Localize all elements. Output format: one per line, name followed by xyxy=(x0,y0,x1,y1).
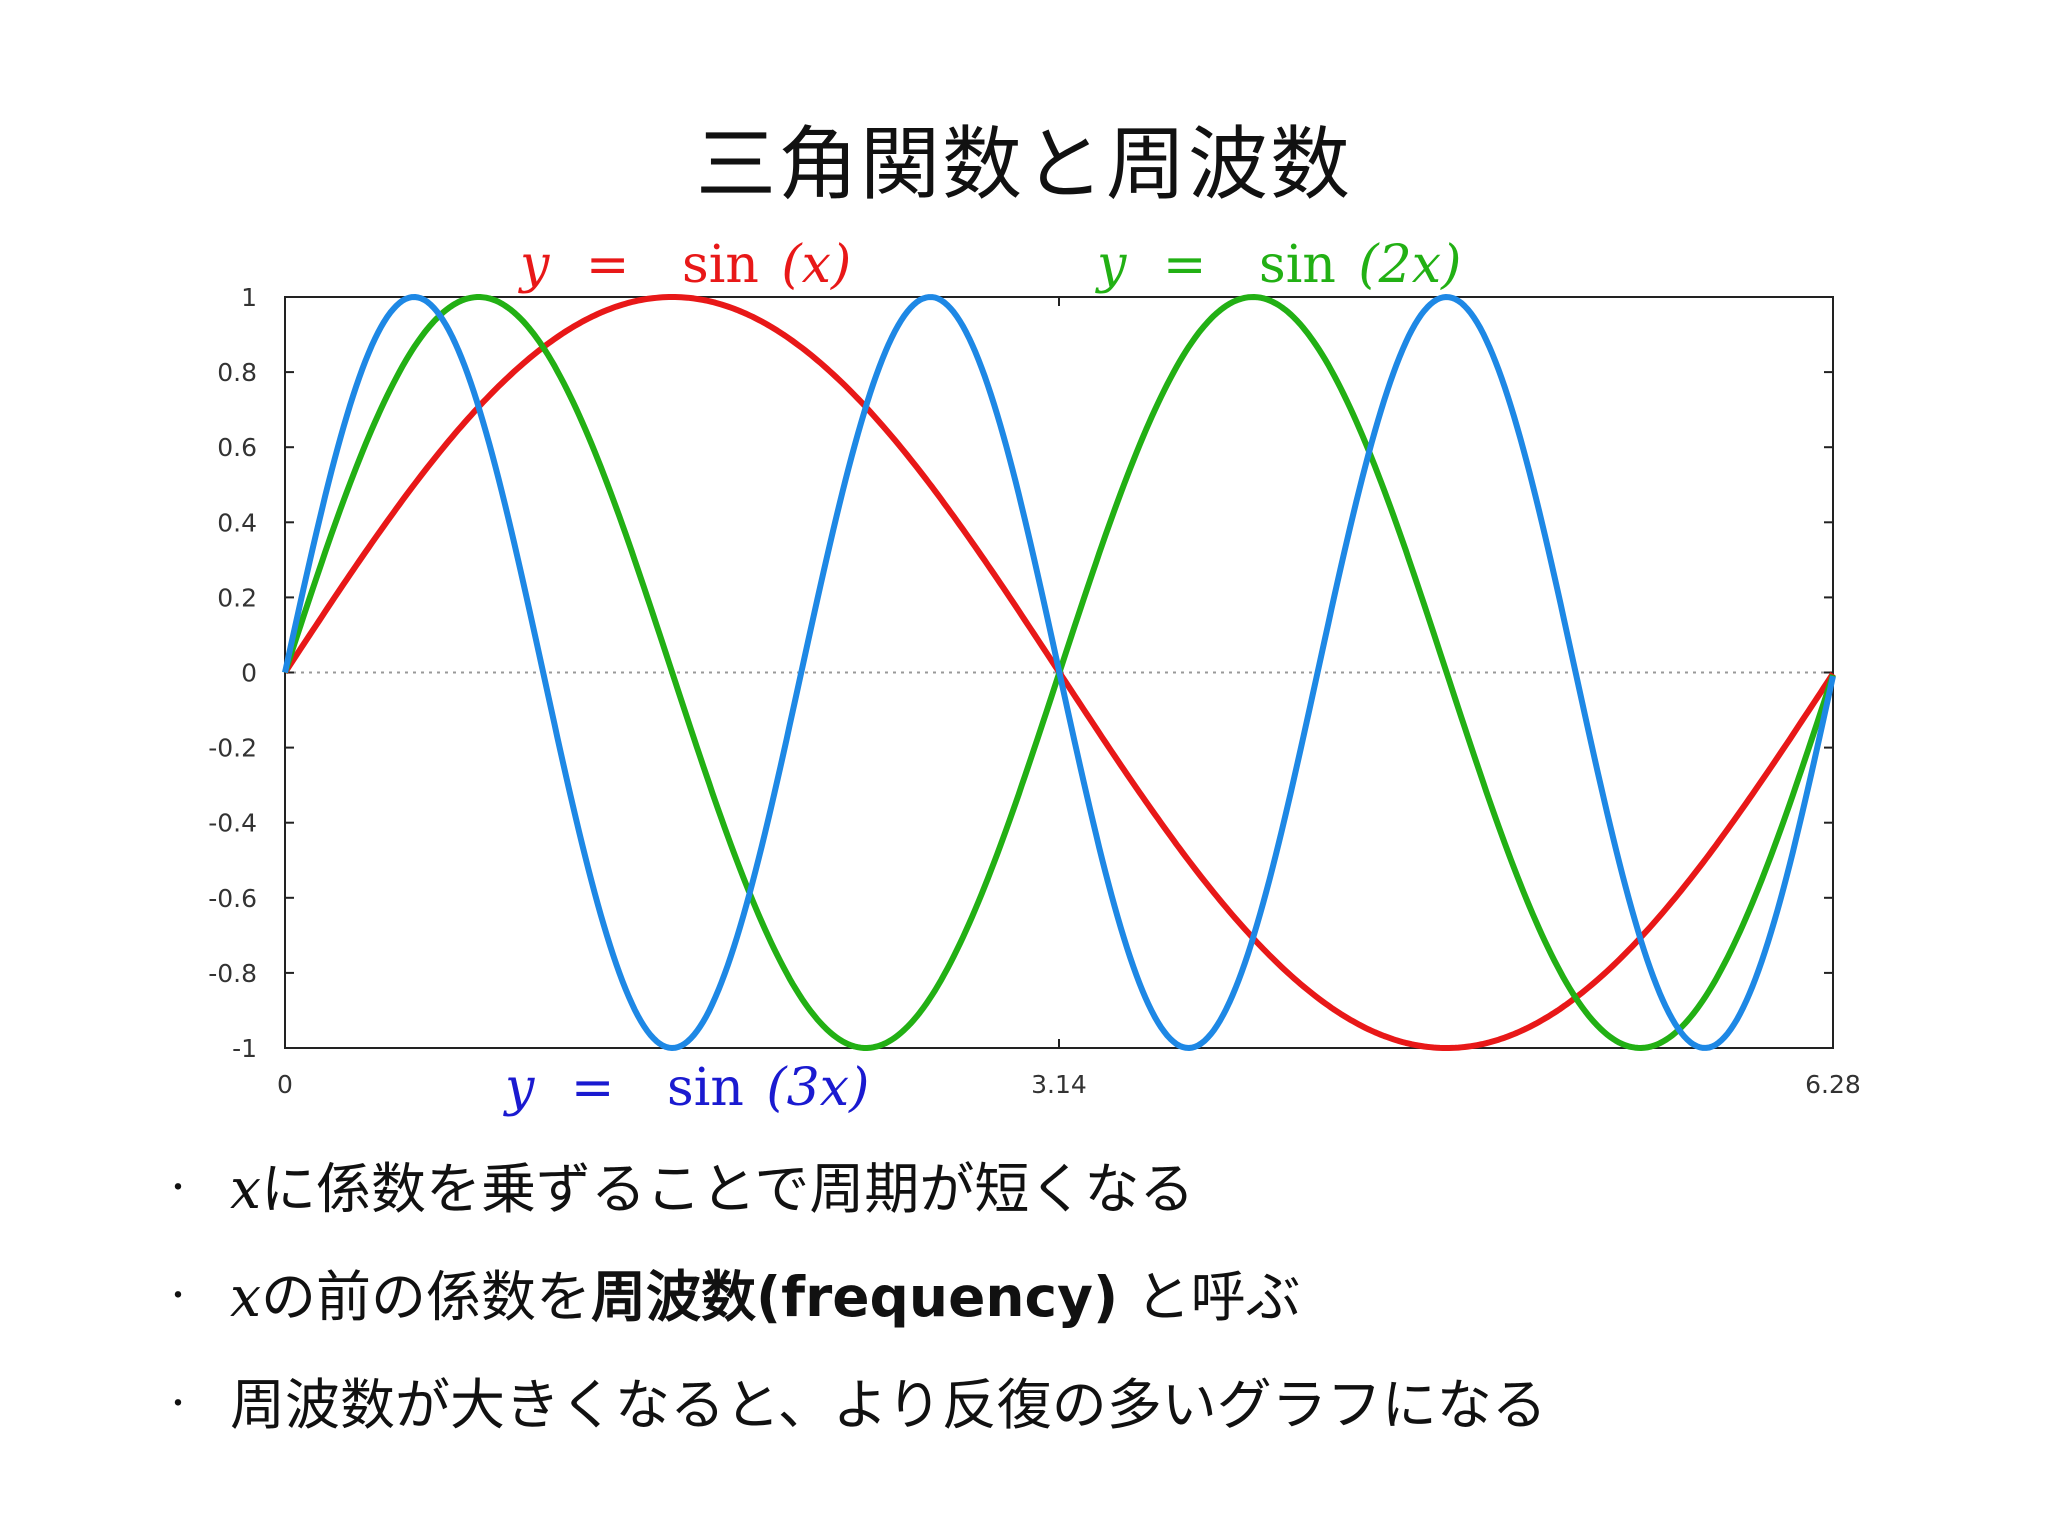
x-tick-label: 6.28 xyxy=(1805,1070,1861,1099)
bullet-dot: ・ xyxy=(163,1279,193,1314)
label-sin-x-y: y xyxy=(518,235,550,295)
series-line-sin-3x xyxy=(282,294,1836,1051)
y-tick-label: 0.6 xyxy=(217,433,257,462)
variable-x: x xyxy=(230,1157,262,1221)
label-sin-2x-y: y xyxy=(1095,235,1127,295)
y-tick-label: 0.8 xyxy=(217,358,257,387)
bullet-text: xに係数を乗ずることで周期が短くなる xyxy=(230,1135,1194,1243)
label-sin-3x-eq: = xyxy=(571,1058,615,1118)
label-sin-3x-y: y xyxy=(503,1058,535,1118)
label-sin-x-eq: = xyxy=(586,235,630,295)
label-sin-2x-eq: = xyxy=(1163,235,1207,295)
label-sin-x: y = sin (x) xyxy=(518,235,851,295)
label-sin-x-fn: sin xyxy=(682,235,759,295)
bullet-body-a: の前の係数を xyxy=(261,1265,592,1329)
slide-title: 三角関数と周波数 xyxy=(696,118,1352,211)
bullet-body: に係数を乗ずることで周期が短くなる xyxy=(261,1157,1195,1221)
variable-x: x xyxy=(230,1265,262,1329)
x-tick-label: 0 xyxy=(277,1070,293,1099)
bullet-bold-term: 周波数(frequency) xyxy=(591,1265,1119,1329)
label-sin-3x: y = sin (3x) xyxy=(503,1058,869,1118)
sine-chart: 1 0.8 0.6 0.4 0.2 0 -0.2 -0.4 -0.6 -0.8 -1 0 3.14 6.… xyxy=(208,235,1861,1118)
label-sin-2x-arg: (2x) xyxy=(1358,235,1461,295)
label-sin-x-arg: (x) xyxy=(781,235,851,295)
bullet-text: xの前の係数を周波数(frequency) と呼ぶ xyxy=(230,1243,1301,1351)
y-tick-label: 0.2 xyxy=(217,583,257,612)
x-tick-label: 3.14 xyxy=(1031,1070,1087,1099)
bullet-item: ・ xに係数を乗ずることで周期が短くなる xyxy=(0,1135,2048,1243)
y-tick-label: -0.6 xyxy=(208,884,257,913)
bullet-dot: ・ xyxy=(163,1171,193,1206)
y-tick-label: -1 xyxy=(232,1034,257,1063)
label-sin-3x-fn: sin xyxy=(667,1058,744,1118)
bullet-list: ・ xに係数を乗ずることで周期が短くなる ・ xの前の係数を周波数(freque… xyxy=(0,1135,2048,1459)
bullet-item: ・ xの前の係数を周波数(frequency) と呼ぶ xyxy=(0,1243,2048,1351)
y-tick-label: -0.8 xyxy=(208,959,257,988)
bullet-item: ・ 周波数が大きくなると、より反復の多いグラフになる xyxy=(0,1351,2048,1459)
bullet-body-b: と呼ぶ xyxy=(1118,1265,1301,1329)
label-sin-2x-fn: sin xyxy=(1259,235,1336,295)
bullet-dot: ・ xyxy=(163,1387,193,1422)
y-axis-ticks: 1 0.8 0.6 0.4 0.2 0 -0.2 -0.4 -0.6 -0.8 -1 xyxy=(208,283,1833,1063)
y-tick-label: -0.4 xyxy=(208,809,257,838)
x-axis-ticks: 0 3.14 6.28 xyxy=(277,297,1861,1099)
bullet-text: 周波数が大きくなると、より反復の多いグラフになる xyxy=(230,1373,1547,1437)
series-lines xyxy=(282,294,1836,1051)
y-tick-label: -0.2 xyxy=(208,734,257,763)
label-sin-2x: y = sin (2x) xyxy=(1095,235,1461,295)
label-sin-3x-arg: (3x) xyxy=(766,1058,869,1118)
y-tick-label: 1 xyxy=(241,283,257,312)
y-tick-label: 0 xyxy=(241,659,257,688)
y-tick-label: 0.4 xyxy=(217,508,257,537)
